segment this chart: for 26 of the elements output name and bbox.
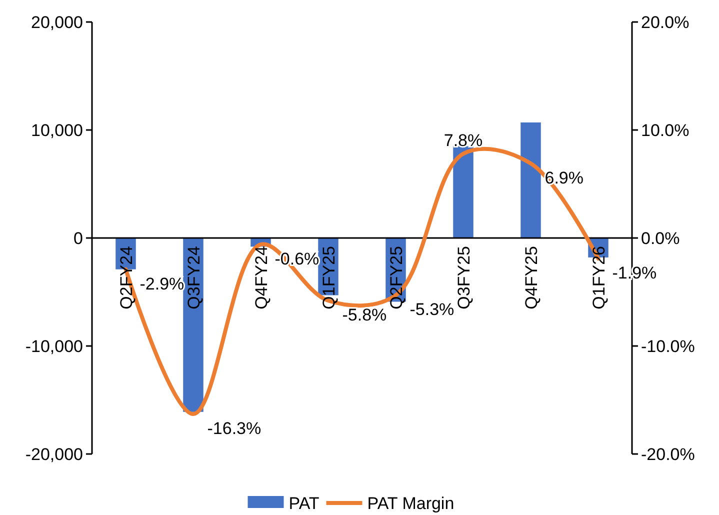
data-label: -5.8%: [342, 306, 387, 325]
x-tick-label: Q3FY24: [184, 246, 204, 310]
x-tick-label: Q1FY26: [589, 246, 608, 310]
x-tick-label: Q2FY24: [116, 246, 136, 310]
y2-tick-label: 0.0%: [641, 228, 680, 248]
legend-label: PAT: [288, 494, 320, 513]
x-tick-label: Q2FY25: [386, 246, 406, 310]
y-tick-label: 20,000: [31, 12, 83, 32]
y2-tick-label: 10.0%: [641, 120, 690, 140]
x-tick-label: Q4FY25: [522, 246, 541, 310]
y2-tick-label: -20.0%: [641, 444, 695, 464]
data-label: 7.8%: [444, 130, 483, 150]
bar: [453, 146, 474, 238]
data-label: -5.3%: [410, 300, 454, 320]
y2-tick-label: -10.0%: [641, 336, 695, 356]
y-tick-label: 0: [74, 228, 83, 248]
y-tick-label: -20,000: [25, 444, 83, 464]
y2-tick-label: 20.0%: [641, 12, 690, 32]
bar: [520, 122, 541, 238]
data-label: -16.3%: [207, 419, 262, 438]
x-tick-label: Q4FY24: [252, 246, 271, 310]
x-tick-label: Q3FY25: [454, 246, 474, 310]
legend-label: PAT Margin: [367, 494, 454, 513]
y-tick-label: 10,000: [31, 120, 83, 140]
x-tick-label: Q1FY25: [319, 246, 338, 310]
y-tick-label: -10,000: [25, 336, 83, 356]
